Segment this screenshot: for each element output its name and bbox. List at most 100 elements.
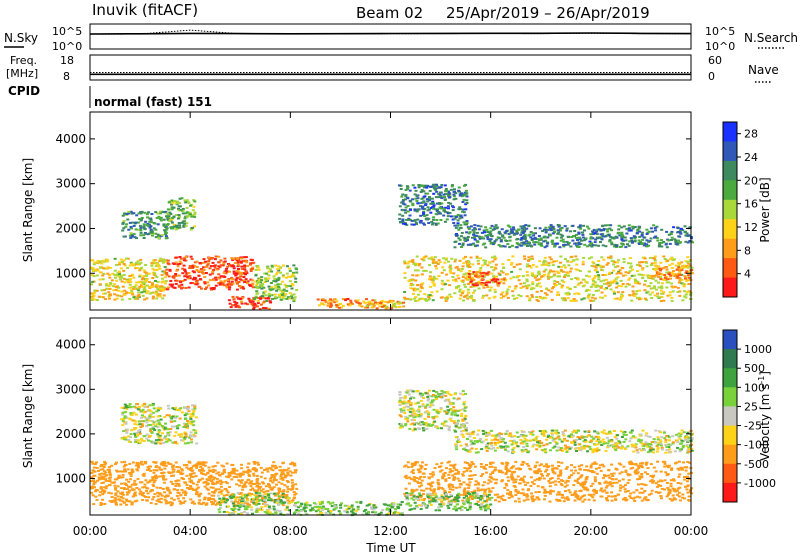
scatter-cell	[224, 501, 228, 504]
scatter-cell	[171, 415, 175, 418]
scatter-cell	[519, 295, 523, 298]
scatter-cell	[673, 258, 677, 261]
scatter-cell	[322, 303, 326, 306]
scatter-cell	[174, 480, 178, 482]
scatter-cell	[194, 432, 198, 435]
scatter-cell	[163, 498, 167, 501]
scatter-cell	[549, 269, 552, 272]
scatter-cell	[241, 488, 245, 491]
scatter-cell	[142, 223, 146, 226]
scatter-cell	[235, 259, 239, 262]
scatter-cell	[503, 245, 507, 248]
scatter-cell	[193, 211, 197, 214]
scatter-cell	[679, 241, 682, 244]
scatter-cell	[186, 277, 190, 280]
scatter-region-2	[227, 295, 273, 310]
scatter-cell	[138, 481, 142, 484]
scatter-cell	[401, 222, 405, 225]
scatter-cell	[121, 214, 125, 217]
scatter-cell	[660, 287, 664, 289]
scatter-cell	[456, 219, 460, 222]
scatter-cell	[421, 207, 425, 210]
scatter-cell	[468, 296, 472, 298]
scatter-cell	[154, 228, 158, 231]
scatter-cell	[139, 212, 143, 215]
scatter-cell	[227, 476, 231, 479]
scatter-cell	[232, 495, 236, 498]
scatter-cell	[335, 300, 339, 303]
scatter-cell	[217, 508, 221, 511]
scatter-cell	[576, 278, 580, 281]
scatter-cell	[237, 508, 241, 511]
scatter-cell	[286, 513, 290, 515]
colorbar-segment	[723, 199, 737, 220]
scatter-cell	[267, 506, 271, 509]
scatter-cell	[399, 184, 403, 187]
scatter-cell	[138, 224, 142, 227]
scatter-cell	[440, 296, 444, 299]
scatter-cell	[339, 506, 343, 509]
scatter-cell	[154, 280, 157, 282]
scatter-cell	[542, 261, 546, 264]
scatter-cell	[448, 284, 452, 287]
scatter-cell	[96, 260, 100, 262]
scatter-cell	[193, 261, 197, 264]
scatter-cell	[124, 470, 127, 473]
scatter-cell	[154, 285, 158, 288]
scatter-cell	[274, 479, 278, 481]
scatter-cell	[599, 229, 603, 231]
scatter-cell	[413, 193, 417, 196]
scatter-cell	[593, 297, 597, 300]
scatter-cell	[170, 471, 174, 474]
scatter-cell	[232, 506, 236, 509]
scatter-cell	[123, 460, 126, 463]
scatter-cell	[149, 429, 152, 432]
scatter-cell	[521, 231, 525, 234]
scatter-cell	[240, 473, 244, 476]
scatter-cell	[253, 503, 256, 505]
scatter-cell	[571, 239, 575, 242]
scatter-cell	[185, 406, 189, 409]
scatter-cell	[91, 462, 95, 465]
scatter-cell	[141, 473, 145, 476]
scatter-cell	[340, 502, 343, 505]
scatter-cell	[208, 497, 211, 500]
scatter-cell	[190, 501, 194, 504]
scatter-cell	[683, 225, 687, 228]
scatter-cell	[246, 494, 249, 497]
scatter-cell	[207, 476, 211, 479]
scatter-cell	[159, 210, 162, 213]
scatter-cell	[223, 471, 226, 474]
scatter-cell	[263, 477, 267, 480]
scatter-cell	[605, 228, 609, 231]
scatter-cell	[680, 261, 684, 264]
scatter-cell	[95, 461, 98, 464]
scatter-cell	[211, 465, 215, 468]
scatter-cell	[537, 243, 541, 246]
scatter-cell	[510, 261, 514, 264]
scatter-cell	[618, 271, 622, 274]
scatter-cell	[92, 503, 96, 506]
scatter-cell	[240, 513, 243, 516]
scatter-cell	[581, 233, 585, 236]
scatter-cell	[487, 297, 491, 300]
scatter-cell	[677, 262, 681, 265]
scatter-cell	[239, 298, 243, 300]
scatter-cell	[507, 259, 511, 261]
scatter-cell	[419, 205, 422, 208]
scatter-cell	[566, 293, 570, 296]
scatter-cell	[260, 287, 264, 290]
scatter-cell	[503, 279, 507, 282]
scatter-cell	[514, 285, 518, 288]
scatter-cell	[222, 281, 226, 284]
scatter-cell	[442, 214, 446, 217]
scatter-cell	[167, 215, 171, 218]
scatter-cell	[114, 501, 118, 504]
scatter-cell	[264, 294, 268, 297]
scatter-cell	[287, 497, 290, 500]
scatter-cell	[125, 279, 129, 282]
scatter-cell	[499, 240, 503, 243]
scatter-cell	[597, 275, 601, 278]
scatter-cell	[678, 277, 682, 280]
scatter-cell	[488, 240, 492, 242]
